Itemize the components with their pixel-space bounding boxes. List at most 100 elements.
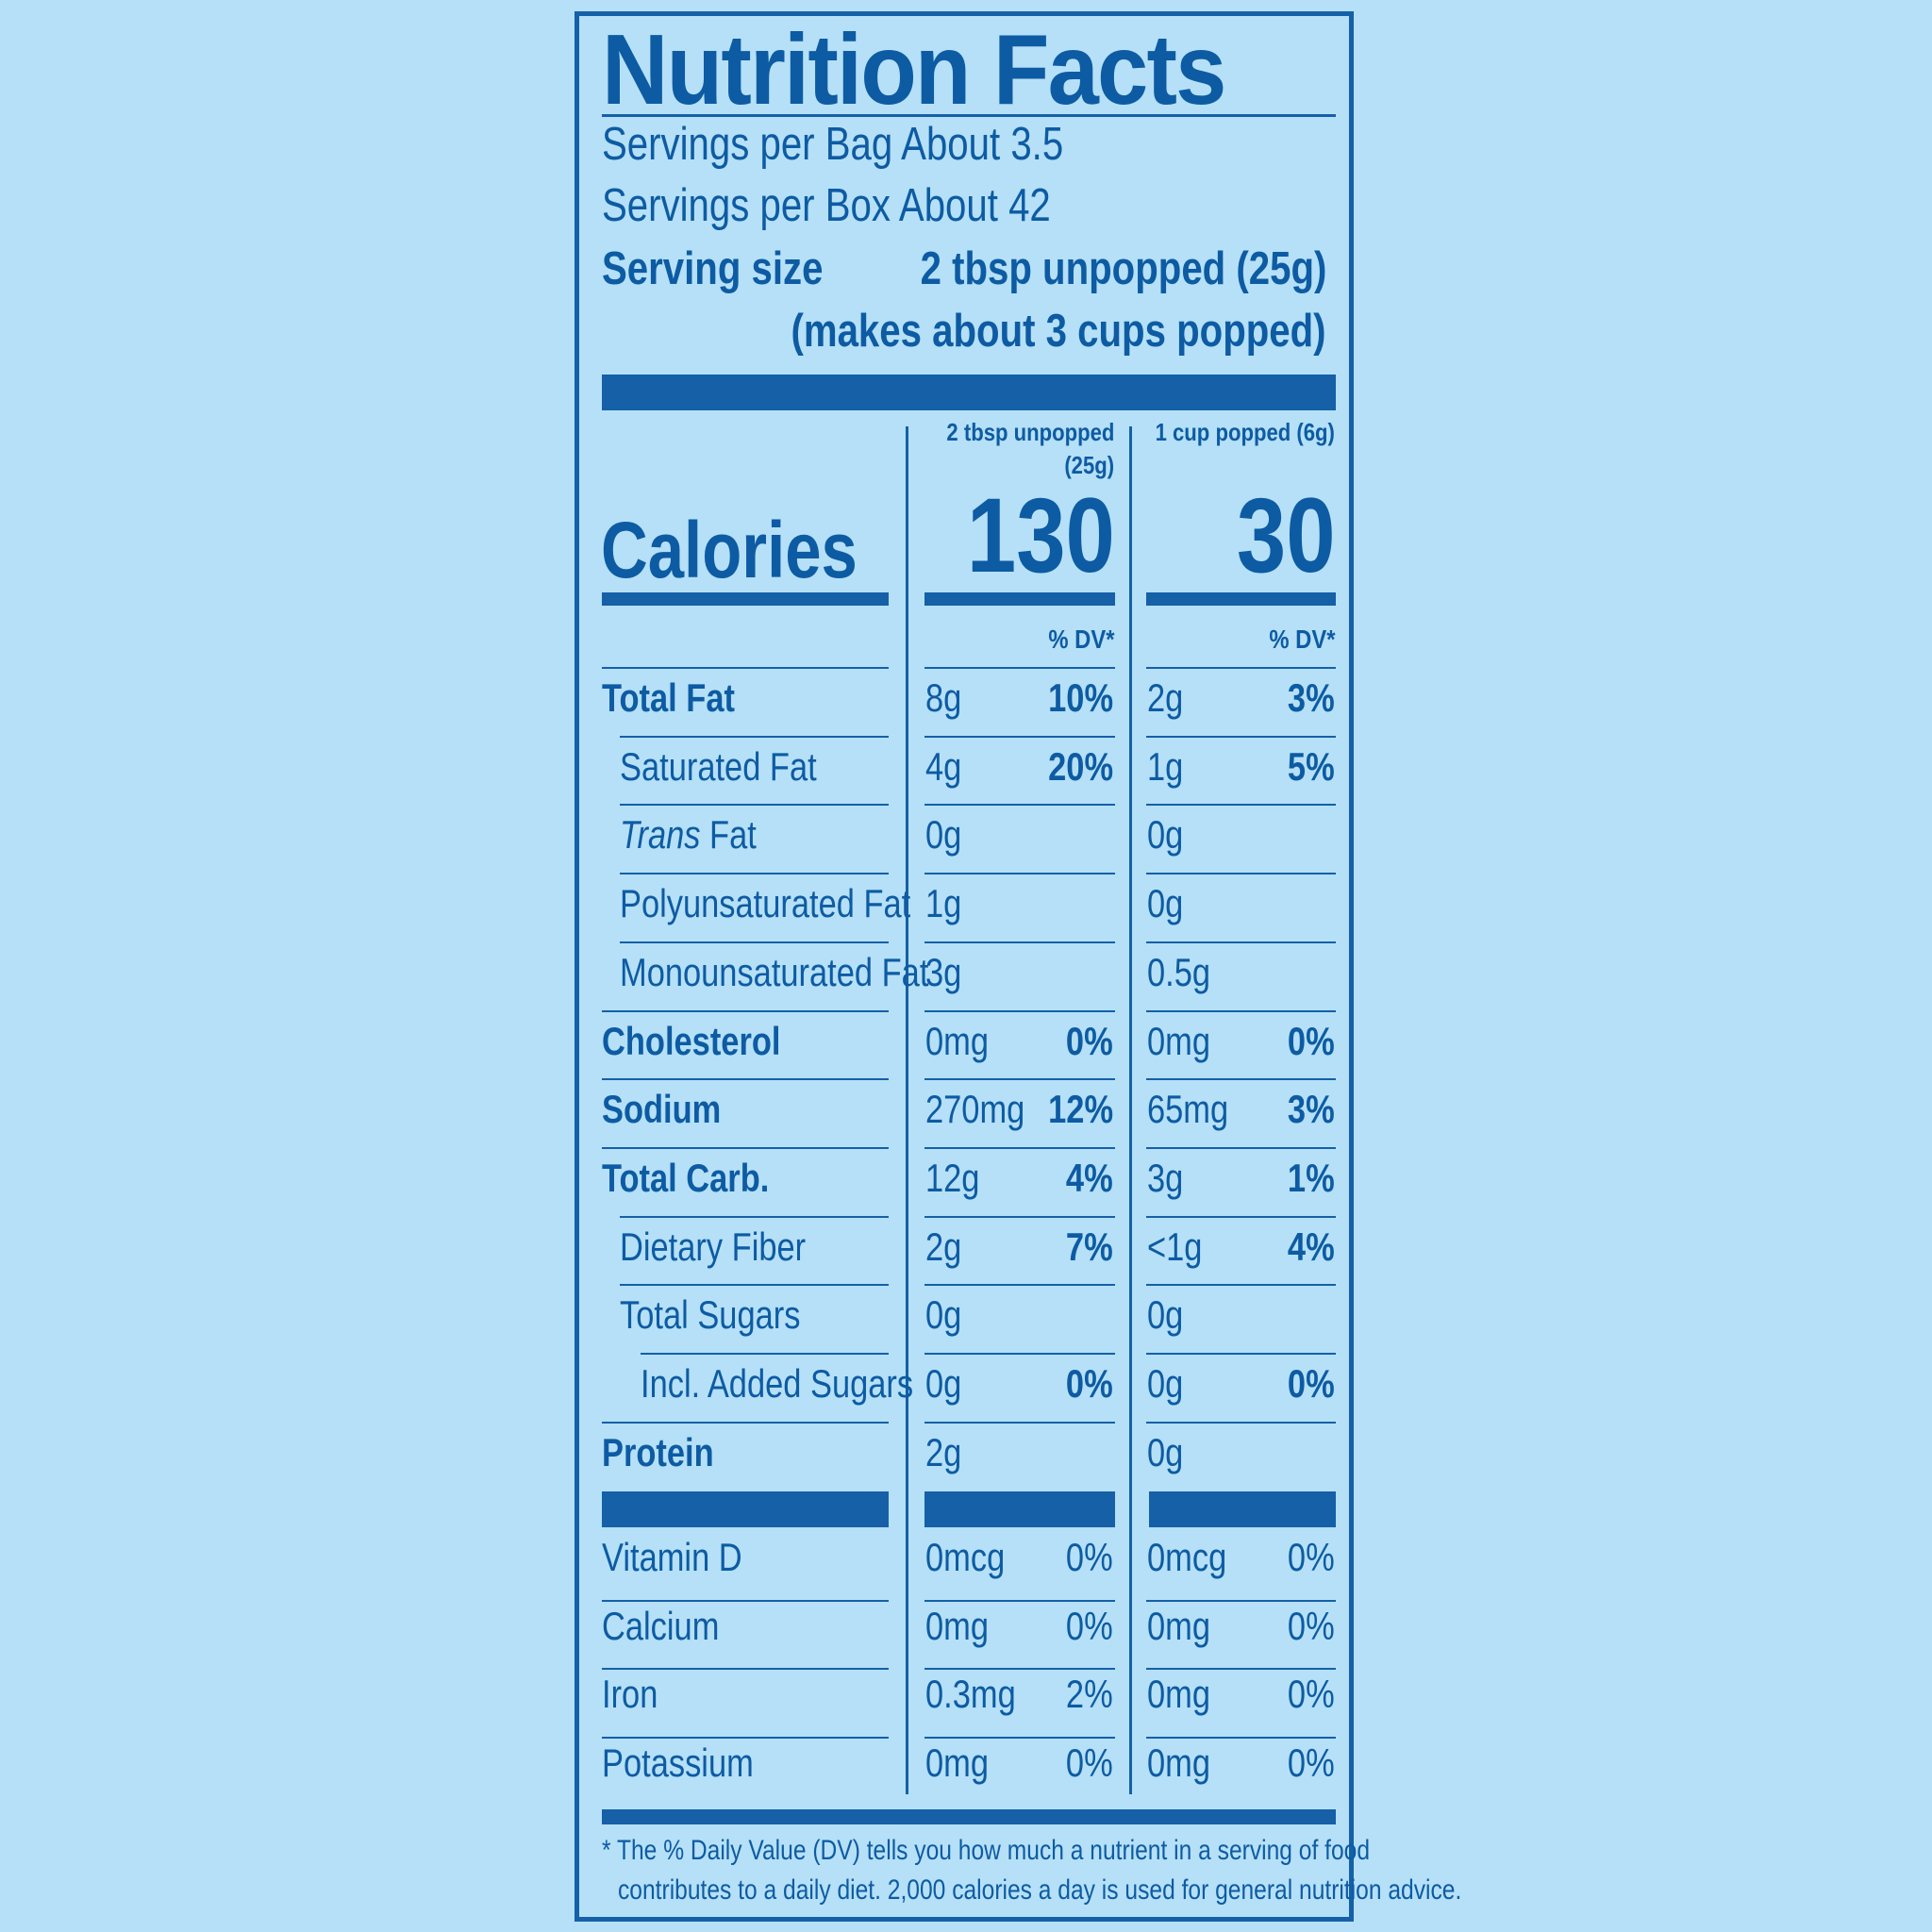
row-rule-col1: [924, 1353, 1115, 1355]
row-rule-col2: [1146, 1216, 1336, 1218]
thick-rule-top: [602, 375, 1336, 410]
row-rule-label: [620, 804, 889, 806]
vitamin-amount-col1: 0.3mg: [925, 1672, 1016, 1716]
nutrient-label: Saturated Fat: [620, 744, 817, 789]
row-rule-col1: [924, 736, 1115, 738]
nutrient-label: Sodium: [602, 1087, 722, 1131]
row-rule-col1: [924, 667, 1115, 669]
row-rule-col2: [1146, 736, 1336, 738]
vitamin-label: Vitamin D: [602, 1535, 742, 1579]
calories-rule-col1: [924, 592, 1115, 606]
dv-col2: 1%: [1288, 1156, 1335, 1200]
vitamin-rule-label: [602, 1737, 889, 1739]
amount-col1: 0g: [925, 812, 962, 857]
row-rule-col1: [924, 1147, 1115, 1149]
vitamin-rule-col2: [1146, 1600, 1336, 1602]
vitamin-dv-col1: 0%: [1066, 1740, 1113, 1785]
row-rule-label: [620, 736, 889, 738]
serving-size-note: (makes about 3 cups popped): [791, 306, 1326, 357]
amount-col1: 270mg: [925, 1087, 1025, 1131]
vitamin-rule-label: [602, 1668, 889, 1670]
amount-col2: 0g: [1147, 1430, 1184, 1474]
row-rule-label: [641, 1353, 889, 1355]
amount-col1: 0g: [925, 1361, 962, 1406]
calories-column-2: 30: [1237, 476, 1336, 594]
amount-col2: 0mg: [1147, 1019, 1210, 1063]
amount-col2: 3g: [1147, 1156, 1184, 1200]
dv-col1: 7%: [1066, 1224, 1113, 1269]
row-rule-label: [620, 941, 889, 943]
vitamin-amount-col1: 0mg: [925, 1740, 989, 1785]
column-2-heading: 1 cup popped (6g): [1155, 418, 1335, 446]
dv-col2: 0%: [1288, 1019, 1335, 1063]
dv-col1: 20%: [1048, 744, 1113, 789]
nutrient-label: Cholesterol: [602, 1019, 781, 1063]
row-rule-col1: [924, 1078, 1115, 1080]
vitamin-rule-col2: [1146, 1668, 1336, 1670]
vitamin-dv-col2: 0%: [1288, 1740, 1335, 1785]
amount-col2: 65mg: [1147, 1087, 1229, 1131]
title-rule: [602, 114, 1336, 117]
vitamin-band-col1: [924, 1491, 1115, 1527]
amount-col1: 4g: [925, 744, 962, 789]
dv-col2: 5%: [1288, 744, 1335, 789]
vitamin-dv-col2: 0%: [1288, 1535, 1335, 1579]
servings-per-box: Servings per Box About 42: [602, 180, 1051, 231]
vitamin-amount-col1: 0mcg: [925, 1535, 1006, 1579]
row-rule-col2: [1146, 1422, 1336, 1424]
vitamin-amount-col2: 0mg: [1147, 1604, 1210, 1648]
nutrition-facts-panel: [575, 11, 1354, 1922]
vitamin-rule-col2: [1146, 1737, 1336, 1739]
amount-col2: 0g: [1147, 1361, 1184, 1406]
nutrient-label: Dietary Fiber: [620, 1224, 807, 1269]
vitamin-dv-col1: 0%: [1066, 1535, 1113, 1579]
page-title: Nutrition Facts: [602, 14, 1226, 125]
row-rule-col2: [1146, 941, 1336, 943]
column-1-heading-line2: (25g): [1064, 451, 1114, 479]
row-rule-col2: [1146, 1284, 1336, 1286]
row-rule-col1: [924, 873, 1115, 874]
row-rule-col2: [1146, 1078, 1336, 1080]
vitamin-dv-col1: 0%: [1066, 1604, 1113, 1648]
dv-heading-col1: % DV*: [1047, 625, 1114, 654]
column-divider-1: [906, 426, 908, 1794]
calories-rule-label: [602, 592, 889, 606]
vitamin-label: Potassium: [602, 1740, 754, 1785]
amount-col2: 1g: [1147, 744, 1184, 789]
vitamin-amount-col2: 0mcg: [1147, 1535, 1227, 1579]
nutrient-label-rest: Fat: [700, 812, 757, 857]
row-rule-col2: [1146, 667, 1336, 669]
row-rule-col2: [1146, 804, 1336, 806]
row-rule-col1: [924, 1284, 1115, 1286]
calories-rule-col2: [1146, 592, 1336, 606]
row-rule-label: [602, 667, 889, 669]
dv-col1: 10%: [1048, 675, 1113, 720]
amount-col2: 0g: [1147, 1292, 1184, 1337]
footnote-line-2: contributes to a daily diet. 2,000 calor…: [618, 1874, 1462, 1906]
vitamin-band-label: [602, 1491, 889, 1527]
footnote-line-1: * The % Daily Value (DV) tells you how m…: [602, 1835, 1371, 1866]
dv-col1: 4%: [1066, 1156, 1113, 1200]
nutrient-label: Total Carb.: [602, 1156, 770, 1200]
amount-col2: 0g: [1147, 812, 1184, 857]
amount-col2: <1g: [1147, 1224, 1203, 1269]
amount-col1: 2g: [925, 1224, 962, 1269]
nutrient-label: Trans Fat: [620, 812, 757, 858]
amount-col1: 2g: [925, 1430, 962, 1474]
amount-col1: 12g: [925, 1156, 980, 1200]
vitamin-band-col2: [1149, 1491, 1336, 1527]
nutrient-label: Protein: [602, 1430, 714, 1474]
dv-col2: 4%: [1288, 1224, 1335, 1269]
dv-col2: 0%: [1288, 1361, 1335, 1406]
row-rule-label: [602, 1010, 889, 1012]
row-rule-col1: [924, 804, 1115, 806]
amount-col1: 1g: [925, 881, 962, 925]
nutrient-label: Polyunsaturated Fat: [620, 881, 911, 925]
row-rule-col2: [1146, 1353, 1336, 1355]
row-rule-label: [602, 1422, 889, 1424]
servings-per-bag: Servings per Bag About 3.5: [602, 119, 1064, 170]
vitamin-amount-col1: 0mg: [925, 1604, 989, 1648]
nutrient-label: Total Sugars: [620, 1292, 801, 1337]
row-rule-label: [620, 1284, 889, 1286]
vitamin-amount-col2: 0mg: [1147, 1672, 1210, 1716]
